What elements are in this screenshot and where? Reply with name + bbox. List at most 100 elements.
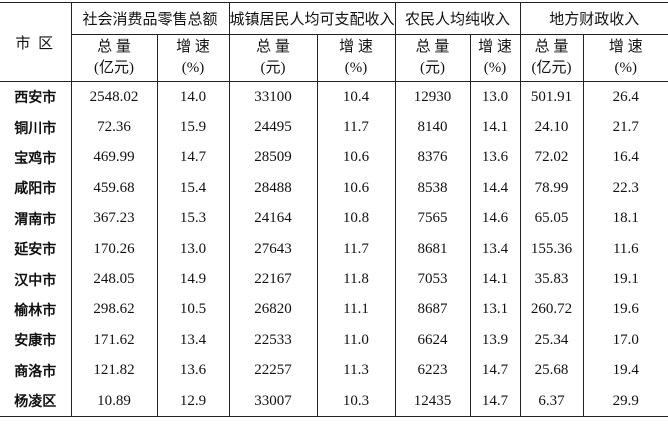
subheader-unit: (%)	[614, 60, 638, 76]
subheader-label: 总 量	[97, 39, 131, 55]
cell-value: 33007	[228, 385, 318, 418]
region-name: 安康市	[0, 325, 72, 356]
subheader-label: 总 量	[256, 39, 290, 55]
subheader: 增 速 (%)	[316, 34, 396, 82]
cell-value: 10.8	[316, 203, 396, 234]
region-name: 延安市	[0, 233, 72, 265]
cell-value: 22533	[228, 325, 318, 356]
cell-value: 260.72	[519, 294, 584, 326]
cell-value: 10.3	[316, 385, 396, 418]
cell-value: 14.4	[469, 173, 521, 204]
subheader: 总 量 (元)	[394, 34, 471, 82]
subheader: 总 量 (亿元)	[71, 34, 158, 82]
cell-value: 19.1	[582, 264, 668, 295]
cell-value: 11.8	[316, 264, 396, 295]
subheader-unit: (亿元)	[94, 60, 134, 76]
cell-value: 6624	[394, 325, 471, 356]
cell-value: 367.23	[70, 203, 158, 234]
cell-value: 72.02	[519, 142, 584, 174]
region-name: 汉中市	[0, 264, 72, 295]
cell-value: 13.0	[156, 233, 230, 265]
cell-value: 501.91	[519, 81, 584, 113]
cell-value: 13.9	[469, 325, 521, 356]
cell-value: 170.26	[70, 233, 158, 265]
cell-value: 14.6	[469, 203, 521, 234]
cell-value: 14.7	[156, 142, 230, 174]
cell-value: 26.4	[582, 81, 668, 113]
cell-value: 25.68	[519, 355, 584, 386]
table-body: 西安市 2548.02 14.0 33100 10.4 12930 13.0 501.91 26…	[0, 81, 668, 418]
cell-value: 13.6	[469, 142, 521, 174]
table-row: 商洛市 121.82 13.6 22257 11.3 6223 14.7 25.68 19.4	[0, 355, 668, 386]
subheader: 增 速 (%)	[156, 34, 230, 82]
cell-value: 15.4	[156, 173, 230, 204]
region-name: 铜川市	[0, 112, 72, 143]
group-row: 市 区 社会消费品零售总额 城镇居民人均可支配收入 农民人均纯收入 地方财政收入	[0, 2, 668, 82]
subheader-unit: (%)	[483, 60, 507, 76]
cell-value: 10.6	[316, 173, 396, 204]
cell-value: 469.99	[70, 142, 158, 174]
cell-value: 24164	[228, 203, 318, 234]
region-name: 咸阳市	[0, 173, 72, 204]
cell-value: 12.9	[156, 385, 230, 418]
cell-value: 12930	[394, 81, 471, 113]
cell-value: 14.1	[469, 264, 521, 295]
cell-value: 6.37	[519, 385, 584, 418]
table-row: 西安市 2548.02 14.0 33100 10.4 12930 13.0 501.91 26…	[0, 81, 668, 113]
region-name: 西安市	[0, 81, 72, 113]
cell-value: 13.1	[469, 294, 521, 326]
cell-value: 2548.02	[70, 81, 158, 113]
data-table: 市 区 社会消费品零售总额 城镇居民人均可支配收入 农民人均纯收入 地方财政收入 总 …	[0, 2, 668, 418]
cell-value: 248.05	[70, 264, 158, 295]
cell-value: 8538	[394, 173, 471, 204]
subheader-row: 总 量 (亿元) 增 速 (%) 总 量 (元) 增 速 (%) 总 量 (元) 增 速 (%) 总 量…	[0, 34, 668, 82]
subheader-unit: (元)	[260, 60, 286, 76]
cell-value: 7565	[394, 203, 471, 234]
cell-value: 8681	[394, 233, 471, 265]
cell-value: 27643	[228, 233, 318, 265]
cell-value: 10.6	[316, 142, 396, 174]
cell-value: 24495	[228, 112, 318, 143]
cell-value: 171.62	[70, 325, 158, 356]
cell-value: 8376	[394, 142, 471, 174]
cell-value: 16.4	[582, 142, 668, 174]
subheader-label: 增 速	[608, 39, 643, 55]
cell-value: 12435	[394, 385, 471, 418]
region-name: 渭南市	[0, 203, 72, 234]
region-name: 杨凌区	[0, 385, 72, 418]
cell-value: 6223	[394, 355, 471, 386]
cell-value: 155.36	[519, 233, 584, 265]
cell-value: 65.05	[519, 203, 584, 234]
cell-value: 10.5	[156, 294, 230, 326]
cell-value: 13.0	[469, 81, 521, 113]
group-header: 农民人均纯收入	[394, 2, 521, 35]
cell-value: 24.10	[519, 112, 584, 143]
cell-value: 11.7	[316, 112, 396, 143]
cell-value: 28488	[228, 173, 318, 204]
region-name: 商洛市	[0, 355, 72, 386]
region-name: 宝鸡市	[0, 142, 72, 174]
cell-value: 19.6	[582, 294, 668, 326]
cell-value: 15.9	[156, 112, 230, 143]
corner-header: 市 区	[0, 2, 72, 82]
subheader-label: 总 量	[415, 39, 450, 55]
cell-value: 11.7	[316, 233, 396, 265]
cell-value: 18.1	[582, 203, 668, 234]
cell-value: 26820	[228, 294, 318, 326]
table-row: 杨凌区 10.89 12.9 33007 10.3 12435 14.7 6.37 29.9	[0, 385, 668, 418]
cell-value: 22167	[228, 264, 318, 295]
cell-value: 11.3	[316, 355, 396, 386]
cell-value: 7053	[394, 264, 471, 295]
cell-value: 14.9	[156, 264, 230, 295]
subheader-label: 增 速	[176, 39, 210, 55]
cell-value: 11.1	[316, 294, 396, 326]
cell-value: 22257	[228, 355, 318, 386]
cell-value: 29.9	[582, 385, 668, 418]
cell-value: 13.6	[156, 355, 230, 386]
cell-value: 21.7	[582, 112, 668, 143]
cell-value: 33100	[228, 81, 318, 113]
cell-value: 14.1	[469, 112, 521, 143]
cell-value: 13.4	[469, 233, 521, 265]
table-row: 汉中市 248.05 14.9 22167 11.8 7053 14.1 35.83 19.1	[0, 264, 668, 295]
